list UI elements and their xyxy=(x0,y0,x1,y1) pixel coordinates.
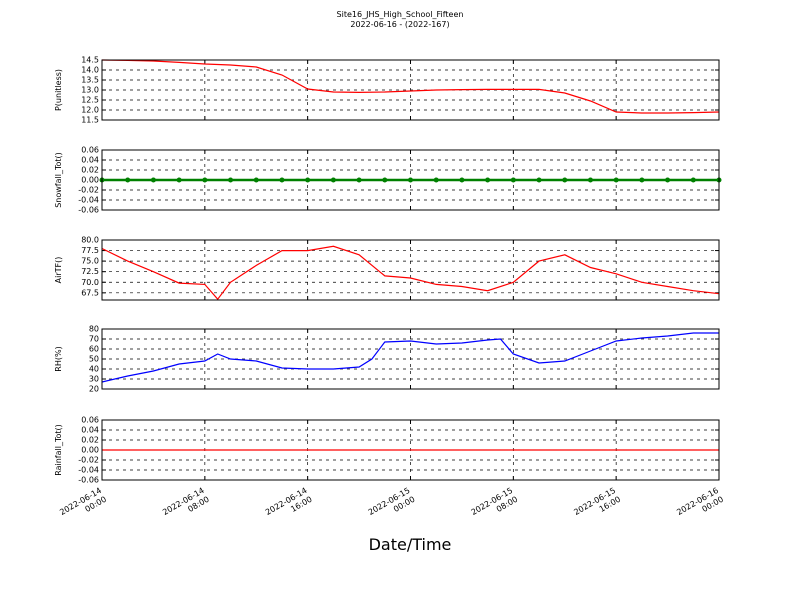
data-line xyxy=(101,59,720,114)
x-tick-label: 2022-06-1408:00 xyxy=(161,486,211,526)
data-point xyxy=(150,177,156,183)
y-axis-label: Rainfall_Tot() xyxy=(54,424,63,476)
y-tick-label: 60 xyxy=(89,345,99,354)
data-point xyxy=(639,177,645,183)
y-tick-label: 50 xyxy=(89,355,99,364)
data-point xyxy=(433,177,439,183)
y-tick-label: 40 xyxy=(89,365,99,374)
plot-frame xyxy=(101,59,720,121)
y-tick-label: 11.5 xyxy=(81,116,99,125)
x-tick-label: 2022-06-1400:00 xyxy=(58,486,108,526)
data-point xyxy=(665,177,671,183)
y-tick-label: 14.5 xyxy=(81,56,99,65)
y-tick-label: -0.04 xyxy=(78,196,99,205)
data-point xyxy=(253,177,259,183)
y-tick-label: 0.02 xyxy=(81,436,99,445)
data-point xyxy=(382,177,388,183)
x-axis-label: Date/Time xyxy=(369,535,452,554)
data-point xyxy=(228,177,234,183)
y-tick-label: 20 xyxy=(89,385,99,394)
data-point xyxy=(459,177,465,183)
y-tick-label: -0.02 xyxy=(78,186,99,195)
data-point xyxy=(408,177,413,183)
y-tick-label: 30 xyxy=(89,375,99,384)
y-tick-label: 80 xyxy=(89,325,99,334)
plot-frame xyxy=(101,149,720,211)
data-point xyxy=(536,177,542,183)
y-tick-label: 77.5 xyxy=(81,246,99,255)
x-tick-label: 2022-06-1508:00 xyxy=(470,486,520,526)
y-tick-label: 0.06 xyxy=(81,146,99,155)
y-tick-label: 72.5 xyxy=(81,267,99,276)
x-tick-label: 2022-06-1516:00 xyxy=(572,486,622,526)
y-tick-label: 0.04 xyxy=(81,426,99,435)
y-tick-label: 70.0 xyxy=(81,278,99,287)
data-point xyxy=(613,177,619,183)
y-tick-label: 80.0 xyxy=(81,236,99,245)
y-tick-label: 12.5 xyxy=(81,96,99,105)
y-tick-label: 70 xyxy=(89,335,99,344)
y-tick-label: 67.5 xyxy=(81,288,99,297)
data-line xyxy=(101,245,720,301)
x-tick-label: 2022-06-1416:00 xyxy=(264,486,314,526)
data-point xyxy=(305,177,311,183)
plot-frame xyxy=(101,328,720,390)
data-line xyxy=(101,332,719,383)
y-tick-label: -0.06 xyxy=(78,206,99,215)
y-tick-label: 14.0 xyxy=(81,66,99,75)
data-point xyxy=(690,177,696,183)
data-point xyxy=(562,177,568,183)
data-point xyxy=(485,177,491,183)
y-tick-label: 0.00 xyxy=(81,446,99,455)
y-tick-label: -0.02 xyxy=(78,456,99,465)
data-point xyxy=(202,177,208,183)
data-point xyxy=(510,177,516,183)
y-tick-label: 13.5 xyxy=(81,76,99,85)
data-point xyxy=(176,177,182,183)
y-axis-label: Snowfall_Tot() xyxy=(54,152,63,208)
plot-frame xyxy=(101,419,720,481)
y-tick-label: -0.06 xyxy=(78,476,99,485)
y-tick-label: 75.0 xyxy=(81,257,99,266)
data-point xyxy=(125,177,131,183)
y-tick-label: 13.0 xyxy=(81,86,99,95)
y-axis-label: AirTF() xyxy=(54,257,63,284)
x-tick-label: 2022-06-1600:00 xyxy=(675,486,725,526)
data-point xyxy=(330,177,336,183)
y-tick-label: 0.02 xyxy=(81,166,99,175)
figure-subtitle: 2022-06-16 - (2022-167) xyxy=(350,20,449,29)
y-tick-label: -0.04 xyxy=(78,466,99,475)
y-tick-label: 0.00 xyxy=(81,176,99,185)
y-axis-label: P(unitless) xyxy=(54,69,63,111)
data-point xyxy=(279,177,285,183)
y-tick-label: 0.04 xyxy=(81,156,99,165)
y-tick-label: 12.0 xyxy=(81,106,99,115)
y-axis-label: RH(%) xyxy=(54,346,63,371)
y-tick-label: 0.06 xyxy=(81,416,99,425)
data-point xyxy=(587,177,593,183)
figure-title: Site16_JHS_High_School_Fifteen xyxy=(337,10,464,19)
x-tick-label: 2022-06-1500:00 xyxy=(367,486,417,526)
data-point xyxy=(356,177,362,183)
plot-frame xyxy=(101,239,720,301)
